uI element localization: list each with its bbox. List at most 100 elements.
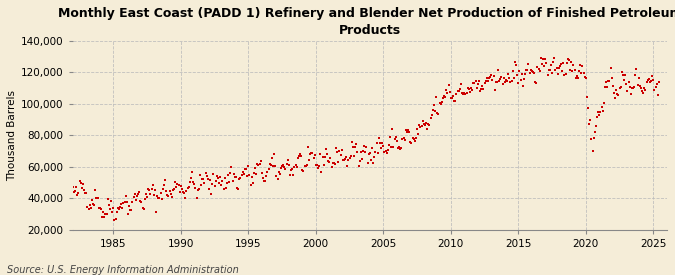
Point — [478, 87, 489, 91]
Point — [186, 176, 196, 180]
Point — [588, 136, 599, 141]
Point — [603, 79, 614, 83]
Point — [472, 81, 483, 86]
Point — [233, 187, 244, 191]
Point — [328, 161, 339, 165]
Point — [385, 135, 396, 139]
Point — [613, 92, 624, 97]
Point — [362, 161, 373, 165]
Point — [605, 65, 616, 70]
Point — [464, 90, 475, 94]
Point — [270, 164, 281, 169]
Point — [190, 186, 200, 190]
Point — [182, 186, 193, 190]
Point — [105, 207, 115, 211]
Point — [514, 69, 524, 73]
Point — [321, 152, 332, 156]
Point — [219, 176, 230, 180]
Point — [604, 79, 615, 83]
Point — [199, 181, 210, 185]
Point — [151, 210, 161, 214]
Point — [327, 161, 338, 165]
Point — [493, 79, 504, 83]
Point — [246, 175, 257, 179]
Point — [446, 96, 456, 100]
Point — [208, 172, 219, 176]
Point — [559, 73, 570, 77]
Point — [119, 200, 130, 204]
Point — [165, 192, 176, 196]
Point — [377, 141, 387, 145]
Point — [102, 197, 113, 201]
Point — [253, 163, 264, 168]
Point — [562, 56, 573, 61]
Point — [427, 108, 438, 113]
Point — [444, 90, 455, 95]
Point — [156, 197, 167, 202]
Point — [245, 183, 256, 187]
Point — [424, 123, 435, 127]
Point — [184, 180, 195, 184]
Point — [342, 164, 352, 168]
Point — [518, 77, 529, 82]
Point — [581, 94, 592, 99]
Point — [569, 67, 580, 72]
Point — [651, 82, 662, 87]
Point — [378, 144, 389, 148]
Point — [358, 144, 369, 148]
Point — [462, 86, 473, 90]
Point — [161, 189, 171, 193]
Point — [343, 158, 354, 162]
Point — [572, 75, 583, 80]
Point — [490, 79, 501, 84]
Point — [152, 194, 163, 198]
Point — [632, 83, 643, 87]
Point — [99, 214, 109, 219]
Point — [610, 96, 620, 100]
Point — [338, 158, 349, 162]
Point — [78, 188, 89, 192]
Point — [74, 179, 85, 184]
Point — [451, 92, 462, 96]
Point — [223, 173, 234, 177]
Point — [284, 163, 294, 168]
Point — [425, 116, 436, 120]
Point — [460, 91, 470, 96]
Point — [468, 81, 479, 85]
Point — [641, 79, 652, 84]
Point — [178, 189, 188, 194]
Point — [92, 196, 103, 201]
Point — [262, 170, 273, 174]
Point — [138, 207, 149, 211]
Point — [456, 90, 467, 95]
Point — [406, 141, 416, 145]
Point — [463, 87, 474, 92]
Point — [264, 162, 275, 166]
Point — [367, 146, 377, 150]
Point — [279, 164, 290, 169]
Point — [486, 73, 497, 78]
Point — [243, 164, 254, 168]
Point — [618, 78, 629, 82]
Point — [564, 68, 575, 72]
Point — [520, 68, 531, 73]
Point — [306, 151, 317, 155]
Point — [226, 164, 237, 169]
Point — [217, 178, 227, 183]
Point — [307, 151, 318, 155]
Point — [397, 137, 408, 141]
Point — [554, 66, 564, 70]
Point — [354, 159, 365, 164]
Point — [82, 205, 92, 209]
Point — [594, 113, 605, 117]
Point — [437, 95, 448, 100]
Point — [242, 174, 252, 178]
Point — [70, 188, 80, 193]
Point — [625, 91, 636, 96]
Point — [436, 100, 447, 104]
Point — [235, 176, 246, 180]
Point — [211, 174, 222, 178]
Point — [205, 178, 215, 183]
Point — [120, 194, 131, 199]
Point — [647, 74, 657, 79]
